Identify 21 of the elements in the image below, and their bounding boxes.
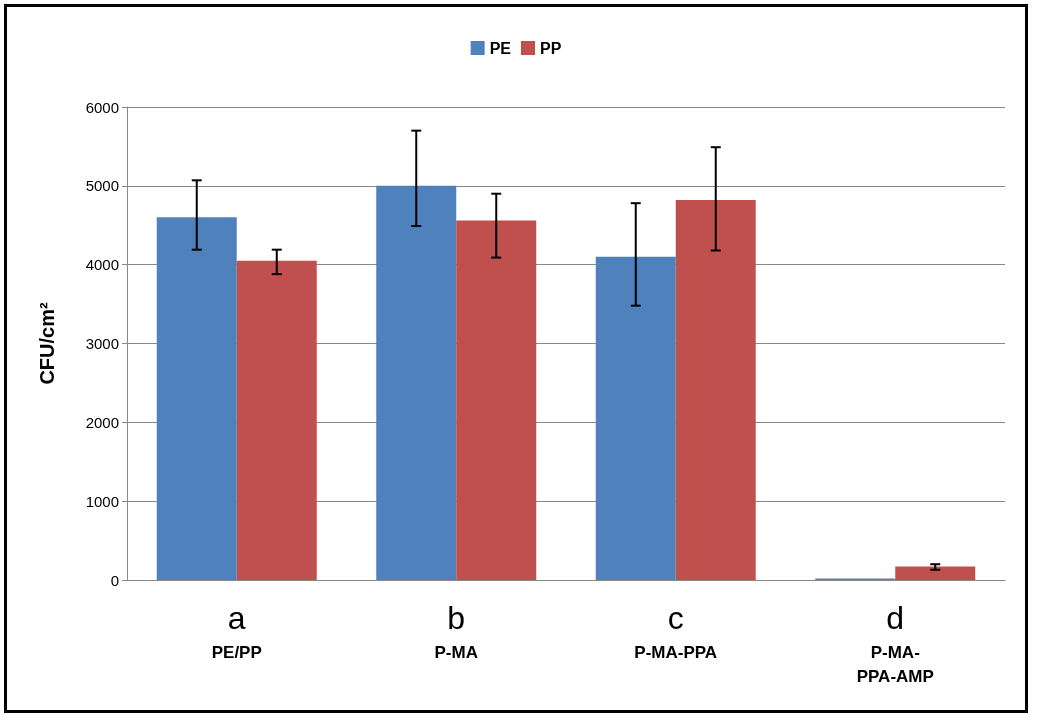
y-axis-title: CFU/cm² bbox=[36, 302, 58, 385]
bar bbox=[675, 200, 756, 580]
y-tick-label: 6000 bbox=[85, 98, 119, 116]
y-tick-label: 0 bbox=[110, 571, 119, 589]
bar bbox=[595, 256, 676, 580]
y-tick-label: 4000 bbox=[85, 256, 119, 274]
y-tick-label: 3000 bbox=[85, 335, 119, 352]
bar bbox=[156, 217, 237, 580]
legend-label: PP bbox=[540, 39, 562, 57]
y-tick-label: 1000 bbox=[85, 492, 119, 510]
legend-label: PE bbox=[489, 39, 512, 57]
y-tick-label: 5000 bbox=[85, 177, 119, 195]
x-tick-label: d P-MA- PPA-AMP bbox=[856, 600, 934, 686]
x-tick-label: c P-MA-PPA bbox=[634, 600, 718, 662]
x-tick-label: a PE/PP bbox=[211, 600, 262, 662]
y-tick-label: 2000 bbox=[85, 413, 119, 431]
bar bbox=[236, 260, 317, 580]
bar bbox=[456, 220, 537, 580]
bar bbox=[895, 566, 976, 580]
bar bbox=[376, 185, 457, 580]
x-tick-label: b P-MA bbox=[434, 600, 478, 662]
